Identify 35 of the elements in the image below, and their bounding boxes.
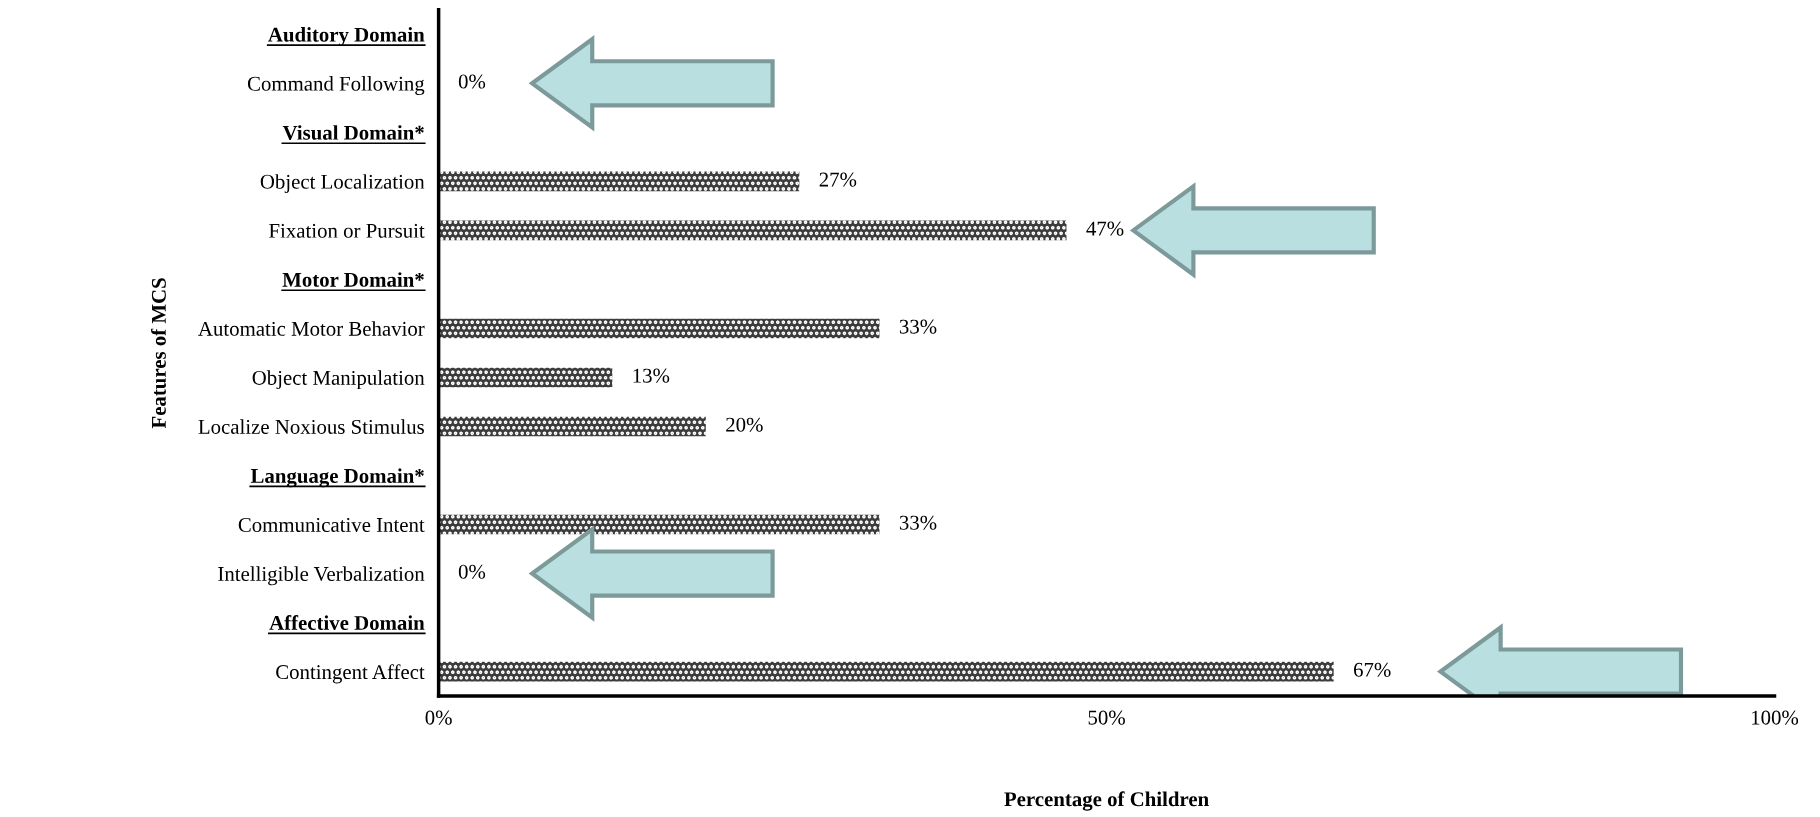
y-tick-label: Intelligible Verbalization xyxy=(218,566,425,586)
y-tick-label: Automatic Motor Behavior xyxy=(198,321,425,336)
bar xyxy=(438,416,706,437)
data-label: 47% xyxy=(1086,221,1124,236)
x-tick-label: 100% xyxy=(1752,710,1799,725)
y-tick-label: Visual Domain* xyxy=(282,125,424,140)
bar xyxy=(438,661,1334,682)
bar xyxy=(438,514,880,535)
data-label: 20% xyxy=(726,417,763,432)
y-tick-label: Communicative Intent xyxy=(238,517,425,532)
data-label: 33% xyxy=(899,515,937,530)
y-axis-title: Features of MCS xyxy=(151,278,166,429)
bar xyxy=(438,171,800,192)
y-tick-label: Fixation or Pursuit xyxy=(269,223,425,238)
data-label: 67% xyxy=(1354,662,1391,677)
x-tick-label: 50% xyxy=(1088,710,1125,725)
y-tick-label: Object Localization xyxy=(260,174,425,194)
y-tick-label: Contingent Affect xyxy=(276,664,425,684)
y-tick-label: Command Following xyxy=(247,76,425,96)
y-tick-label: Localize Noxious Stimulus xyxy=(198,419,424,434)
bar xyxy=(438,220,1067,241)
bar xyxy=(438,367,613,388)
data-label: 13% xyxy=(633,368,670,383)
x-axis-title: Percentage of Children xyxy=(1004,791,1209,811)
data-label: 0% xyxy=(458,74,486,89)
data-label: 0% xyxy=(458,564,486,579)
bar xyxy=(438,318,880,339)
data-label: 33% xyxy=(899,319,937,334)
y-tick-label: Affective Domain xyxy=(269,615,425,630)
y-tick-label: Object Manipulation xyxy=(252,370,425,390)
y-tick-label: Language Domain* xyxy=(250,468,424,488)
y-tick-label: Motor Domain* xyxy=(282,272,424,287)
y-tick-label: Auditory Domain xyxy=(268,27,425,47)
x-tick-label: 0% xyxy=(425,710,452,725)
data-label: 27% xyxy=(819,172,857,187)
